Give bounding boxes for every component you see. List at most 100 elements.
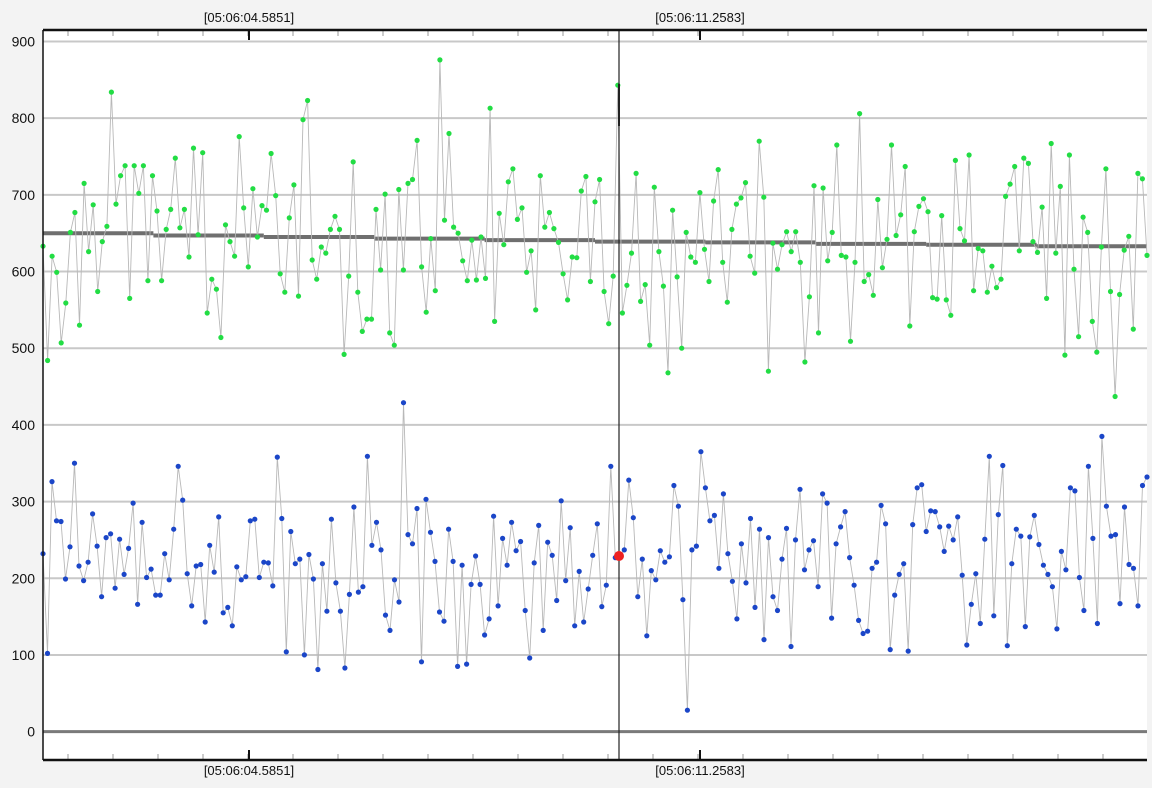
data-point-lower-32[interactable] bbox=[184, 571, 190, 577]
data-point-lower-20[interactable] bbox=[130, 500, 136, 506]
data-point-upper-183[interactable] bbox=[875, 196, 881, 203]
data-point-lower-77[interactable] bbox=[387, 627, 393, 634]
data-point-upper-198[interactable] bbox=[943, 297, 949, 303]
data-point-upper-102[interactable] bbox=[505, 179, 511, 185]
data-point-upper-138[interactable] bbox=[670, 207, 676, 213]
data-point-lower-35[interactable] bbox=[198, 561, 204, 568]
data-point-lower-96[interactable] bbox=[473, 553, 479, 559]
data-point-upper-121[interactable] bbox=[592, 199, 598, 205]
data-point-upper-158[interactable] bbox=[761, 194, 767, 200]
data-point-lower-80[interactable] bbox=[400, 400, 407, 406]
data-point-lower-160[interactable] bbox=[761, 637, 767, 643]
data-point-upper-100[interactable] bbox=[496, 210, 502, 216]
data-point-lower-219[interactable] bbox=[1027, 534, 1033, 540]
data-point-lower-178[interactable] bbox=[842, 509, 848, 515]
data-point-upper-5[interactable] bbox=[63, 300, 69, 306]
data-point-lower-242[interactable] bbox=[1130, 565, 1137, 571]
data-point-upper-140[interactable] bbox=[679, 345, 685, 351]
data-point-lower-129[interactable] bbox=[621, 547, 627, 553]
data-point-upper-218[interactable] bbox=[1034, 249, 1041, 255]
data-point-upper-65[interactable] bbox=[336, 226, 343, 232]
data-point-upper-27[interactable] bbox=[163, 226, 169, 232]
data-point-upper-242[interactable] bbox=[1144, 252, 1150, 258]
data-point-upper-147[interactable] bbox=[711, 198, 717, 204]
data-point-lower-59[interactable] bbox=[306, 551, 312, 558]
data-point-lower-144[interactable] bbox=[689, 547, 695, 553]
data-point-upper-90[interactable] bbox=[451, 224, 457, 230]
data-point-lower-25[interactable] bbox=[153, 592, 159, 598]
data-point-lower-74[interactable] bbox=[373, 519, 380, 525]
data-point-lower-84[interactable] bbox=[418, 659, 425, 665]
data-point-lower-85[interactable] bbox=[423, 496, 429, 502]
data-point-upper-225[interactable] bbox=[1066, 152, 1072, 158]
data-point-upper-99[interactable] bbox=[492, 318, 498, 324]
data-point-upper-91[interactable] bbox=[455, 230, 461, 236]
data-point-lower-220[interactable] bbox=[1031, 512, 1037, 519]
data-point-upper-190[interactable] bbox=[907, 323, 913, 329]
data-point-lower-210[interactable] bbox=[986, 453, 992, 459]
data-point-lower-153[interactable] bbox=[729, 578, 736, 584]
data-point-lower-49[interactable] bbox=[261, 559, 267, 565]
data-point-upper-150[interactable] bbox=[724, 299, 730, 305]
data-point-lower-17[interactable] bbox=[117, 536, 123, 542]
data-point-lower-34[interactable] bbox=[193, 563, 199, 569]
data-point-lower-54[interactable] bbox=[283, 649, 289, 655]
data-point-lower-146[interactable] bbox=[698, 449, 704, 455]
data-point-lower-93[interactable] bbox=[459, 562, 465, 568]
data-point-upper-128[interactable] bbox=[624, 282, 630, 288]
data-point-lower-143[interactable] bbox=[684, 707, 691, 713]
data-point-lower-203[interactable] bbox=[955, 514, 961, 520]
data-point-upper-87[interactable] bbox=[437, 57, 443, 63]
data-point-upper-88[interactable] bbox=[441, 217, 448, 223]
data-point-upper-129[interactable] bbox=[628, 250, 635, 256]
data-point-upper-143[interactable] bbox=[692, 259, 699, 265]
data-point-lower-40[interactable] bbox=[220, 610, 226, 616]
data-point-upper-180[interactable] bbox=[861, 278, 867, 285]
data-point-upper-188[interactable] bbox=[898, 212, 904, 218]
data-point-upper-46[interactable] bbox=[250, 186, 256, 192]
data-point-lower-171[interactable] bbox=[810, 538, 817, 544]
data-point-lower-190[interactable] bbox=[896, 571, 902, 578]
data-point-upper-184[interactable] bbox=[879, 265, 886, 271]
data-point-upper-187[interactable] bbox=[893, 232, 899, 239]
data-point-upper-4[interactable] bbox=[58, 340, 64, 346]
data-point-lower-234[interactable] bbox=[1094, 620, 1100, 627]
data-point-lower-62[interactable] bbox=[319, 561, 325, 567]
data-point-upper-103[interactable] bbox=[510, 166, 516, 172]
data-point-lower-140[interactable] bbox=[671, 482, 677, 489]
data-point-lower-124[interactable] bbox=[599, 604, 605, 610]
data-point-lower-229[interactable] bbox=[1072, 488, 1078, 494]
data-point-lower-163[interactable] bbox=[774, 607, 781, 614]
data-point-lower-46[interactable] bbox=[247, 518, 253, 524]
data-point-upper-117[interactable] bbox=[574, 255, 580, 261]
data-point-upper-134[interactable] bbox=[651, 184, 657, 190]
data-point-upper-194[interactable] bbox=[925, 209, 931, 215]
data-point-upper-162[interactable] bbox=[779, 242, 785, 248]
data-point-upper-38[interactable] bbox=[213, 286, 219, 292]
data-point-upper-149[interactable] bbox=[720, 259, 726, 265]
data-point-upper-60[interactable] bbox=[314, 276, 320, 282]
data-point-lower-204[interactable] bbox=[959, 572, 965, 578]
data-point-upper-151[interactable] bbox=[729, 226, 735, 232]
data-point-lower-67[interactable] bbox=[342, 665, 348, 671]
data-point-upper-24[interactable] bbox=[149, 173, 156, 179]
data-point-upper-176[interactable] bbox=[843, 254, 849, 260]
data-point-upper-56[interactable] bbox=[295, 293, 302, 299]
data-point-upper-22[interactable] bbox=[140, 163, 146, 169]
data-point-upper-145[interactable] bbox=[701, 246, 708, 252]
data-point-lower-196[interactable] bbox=[923, 528, 929, 535]
data-point-lower-36[interactable] bbox=[202, 619, 208, 625]
data-point-upper-116[interactable] bbox=[569, 254, 575, 260]
data-point-lower-151[interactable] bbox=[720, 491, 727, 497]
data-point-upper-55[interactable] bbox=[291, 182, 297, 188]
data-point-upper-167[interactable] bbox=[802, 359, 808, 365]
data-point-upper-19[interactable] bbox=[127, 295, 133, 301]
data-point-lower-191[interactable] bbox=[901, 561, 907, 567]
data-point-lower-98[interactable] bbox=[482, 632, 488, 638]
data-point-lower-38[interactable] bbox=[211, 569, 217, 575]
data-point-lower-2[interactable] bbox=[49, 479, 55, 485]
data-point-upper-156[interactable] bbox=[752, 270, 758, 276]
data-point-upper-210[interactable] bbox=[998, 276, 1004, 282]
data-point-lower-237[interactable] bbox=[1108, 533, 1114, 539]
data-point-lower-216[interactable] bbox=[1013, 526, 1019, 532]
